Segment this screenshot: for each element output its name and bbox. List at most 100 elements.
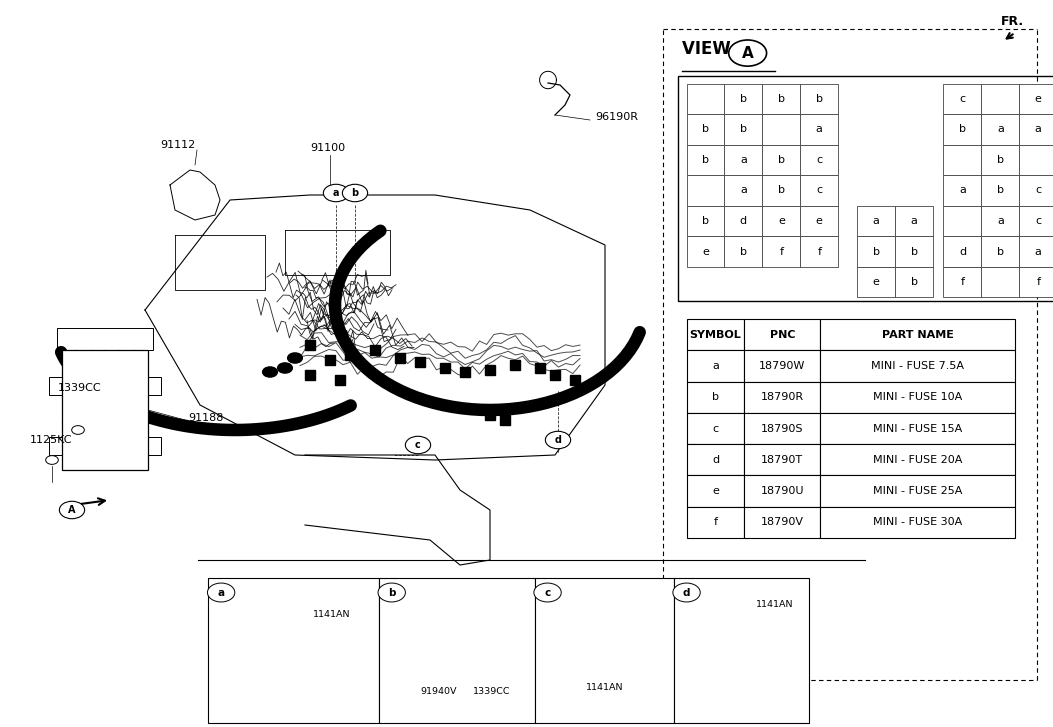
Bar bbox=[943, 267, 981, 297]
Polygon shape bbox=[170, 170, 220, 220]
Text: b: b bbox=[873, 246, 879, 257]
Bar bbox=[800, 84, 838, 114]
Text: d: d bbox=[682, 587, 691, 598]
Bar bbox=[1019, 114, 1053, 145]
Bar bbox=[687, 382, 744, 413]
Bar bbox=[800, 114, 838, 145]
Text: b: b bbox=[959, 124, 966, 134]
Text: c: c bbox=[959, 94, 966, 104]
Bar bbox=[535, 363, 545, 373]
Text: a: a bbox=[333, 188, 339, 198]
Bar bbox=[484, 410, 495, 420]
Circle shape bbox=[378, 583, 405, 602]
Text: e: e bbox=[816, 216, 822, 226]
Circle shape bbox=[405, 436, 431, 454]
Bar bbox=[744, 382, 820, 413]
Bar bbox=[440, 363, 451, 373]
Bar bbox=[687, 206, 724, 236]
Text: a: a bbox=[1035, 246, 1041, 257]
Text: A: A bbox=[68, 505, 76, 515]
Circle shape bbox=[287, 353, 302, 363]
Bar bbox=[762, 114, 800, 145]
Bar bbox=[762, 206, 800, 236]
Bar bbox=[395, 353, 405, 363]
Bar bbox=[304, 370, 315, 380]
Bar bbox=[981, 236, 1019, 267]
Bar bbox=[981, 267, 1019, 297]
Bar bbox=[344, 350, 355, 360]
Bar bbox=[57, 328, 154, 350]
Text: 91940V: 91940V bbox=[420, 687, 457, 696]
Bar bbox=[981, 175, 1019, 206]
Text: 91100: 91100 bbox=[310, 143, 345, 153]
Bar bbox=[724, 175, 762, 206]
Bar bbox=[762, 175, 800, 206]
Bar bbox=[981, 145, 1019, 175]
Bar bbox=[943, 145, 981, 175]
Circle shape bbox=[545, 431, 571, 449]
Bar bbox=[820, 444, 1015, 475]
Text: 18790V: 18790V bbox=[761, 518, 803, 527]
Text: a: a bbox=[959, 185, 966, 196]
Text: c: c bbox=[816, 185, 822, 196]
Text: FR.: FR. bbox=[1000, 15, 1024, 28]
Bar bbox=[146, 377, 161, 395]
Text: b: b bbox=[712, 393, 719, 402]
Text: b: b bbox=[816, 94, 822, 104]
Bar bbox=[62, 350, 148, 470]
Text: a: a bbox=[218, 587, 224, 598]
Text: f: f bbox=[714, 518, 717, 527]
Text: 1141AN: 1141AN bbox=[313, 610, 350, 619]
Bar bbox=[744, 475, 820, 507]
Bar bbox=[49, 437, 64, 454]
Text: f: f bbox=[1036, 277, 1040, 287]
Text: b: b bbox=[740, 124, 747, 134]
Bar bbox=[510, 360, 520, 370]
Bar bbox=[500, 415, 511, 425]
Text: d: d bbox=[959, 246, 966, 257]
Bar bbox=[820, 350, 1015, 382]
Text: f: f bbox=[779, 246, 783, 257]
Bar bbox=[208, 578, 379, 723]
Bar bbox=[724, 145, 762, 175]
Bar bbox=[379, 578, 535, 723]
Text: b: b bbox=[911, 277, 917, 287]
Text: c: c bbox=[544, 587, 551, 598]
Text: MINI - FUSE 10A: MINI - FUSE 10A bbox=[873, 393, 962, 402]
Text: 1339CC: 1339CC bbox=[58, 383, 102, 393]
Bar bbox=[724, 236, 762, 267]
Text: b: b bbox=[352, 188, 359, 198]
Bar bbox=[687, 350, 744, 382]
Bar bbox=[570, 375, 580, 385]
Bar bbox=[687, 145, 724, 175]
Circle shape bbox=[534, 583, 561, 602]
Text: MINI - FUSE 30A: MINI - FUSE 30A bbox=[873, 518, 962, 527]
Text: 96190R: 96190R bbox=[595, 112, 638, 122]
Bar bbox=[820, 475, 1015, 507]
Bar bbox=[550, 370, 560, 380]
Bar bbox=[724, 84, 762, 114]
Bar bbox=[744, 507, 820, 538]
Text: a: a bbox=[1035, 124, 1041, 134]
Bar bbox=[415, 357, 425, 367]
Bar bbox=[335, 375, 345, 385]
Bar bbox=[1019, 267, 1053, 297]
Text: d: d bbox=[555, 435, 561, 445]
Bar bbox=[895, 236, 933, 267]
Bar bbox=[1019, 84, 1053, 114]
Bar bbox=[324, 355, 335, 365]
Text: e: e bbox=[712, 486, 719, 496]
Text: a: a bbox=[997, 124, 1004, 134]
Bar bbox=[857, 206, 895, 236]
Text: e: e bbox=[702, 246, 709, 257]
Bar bbox=[687, 507, 744, 538]
Text: b: b bbox=[702, 216, 709, 226]
Text: 91188: 91188 bbox=[188, 413, 223, 423]
Circle shape bbox=[262, 367, 277, 377]
Text: MINI - FUSE 25A: MINI - FUSE 25A bbox=[873, 486, 962, 496]
Text: b: b bbox=[778, 155, 784, 165]
Text: 91112: 91112 bbox=[160, 140, 195, 150]
Bar bbox=[1019, 236, 1053, 267]
Text: f: f bbox=[817, 246, 821, 257]
Bar bbox=[1019, 206, 1053, 236]
